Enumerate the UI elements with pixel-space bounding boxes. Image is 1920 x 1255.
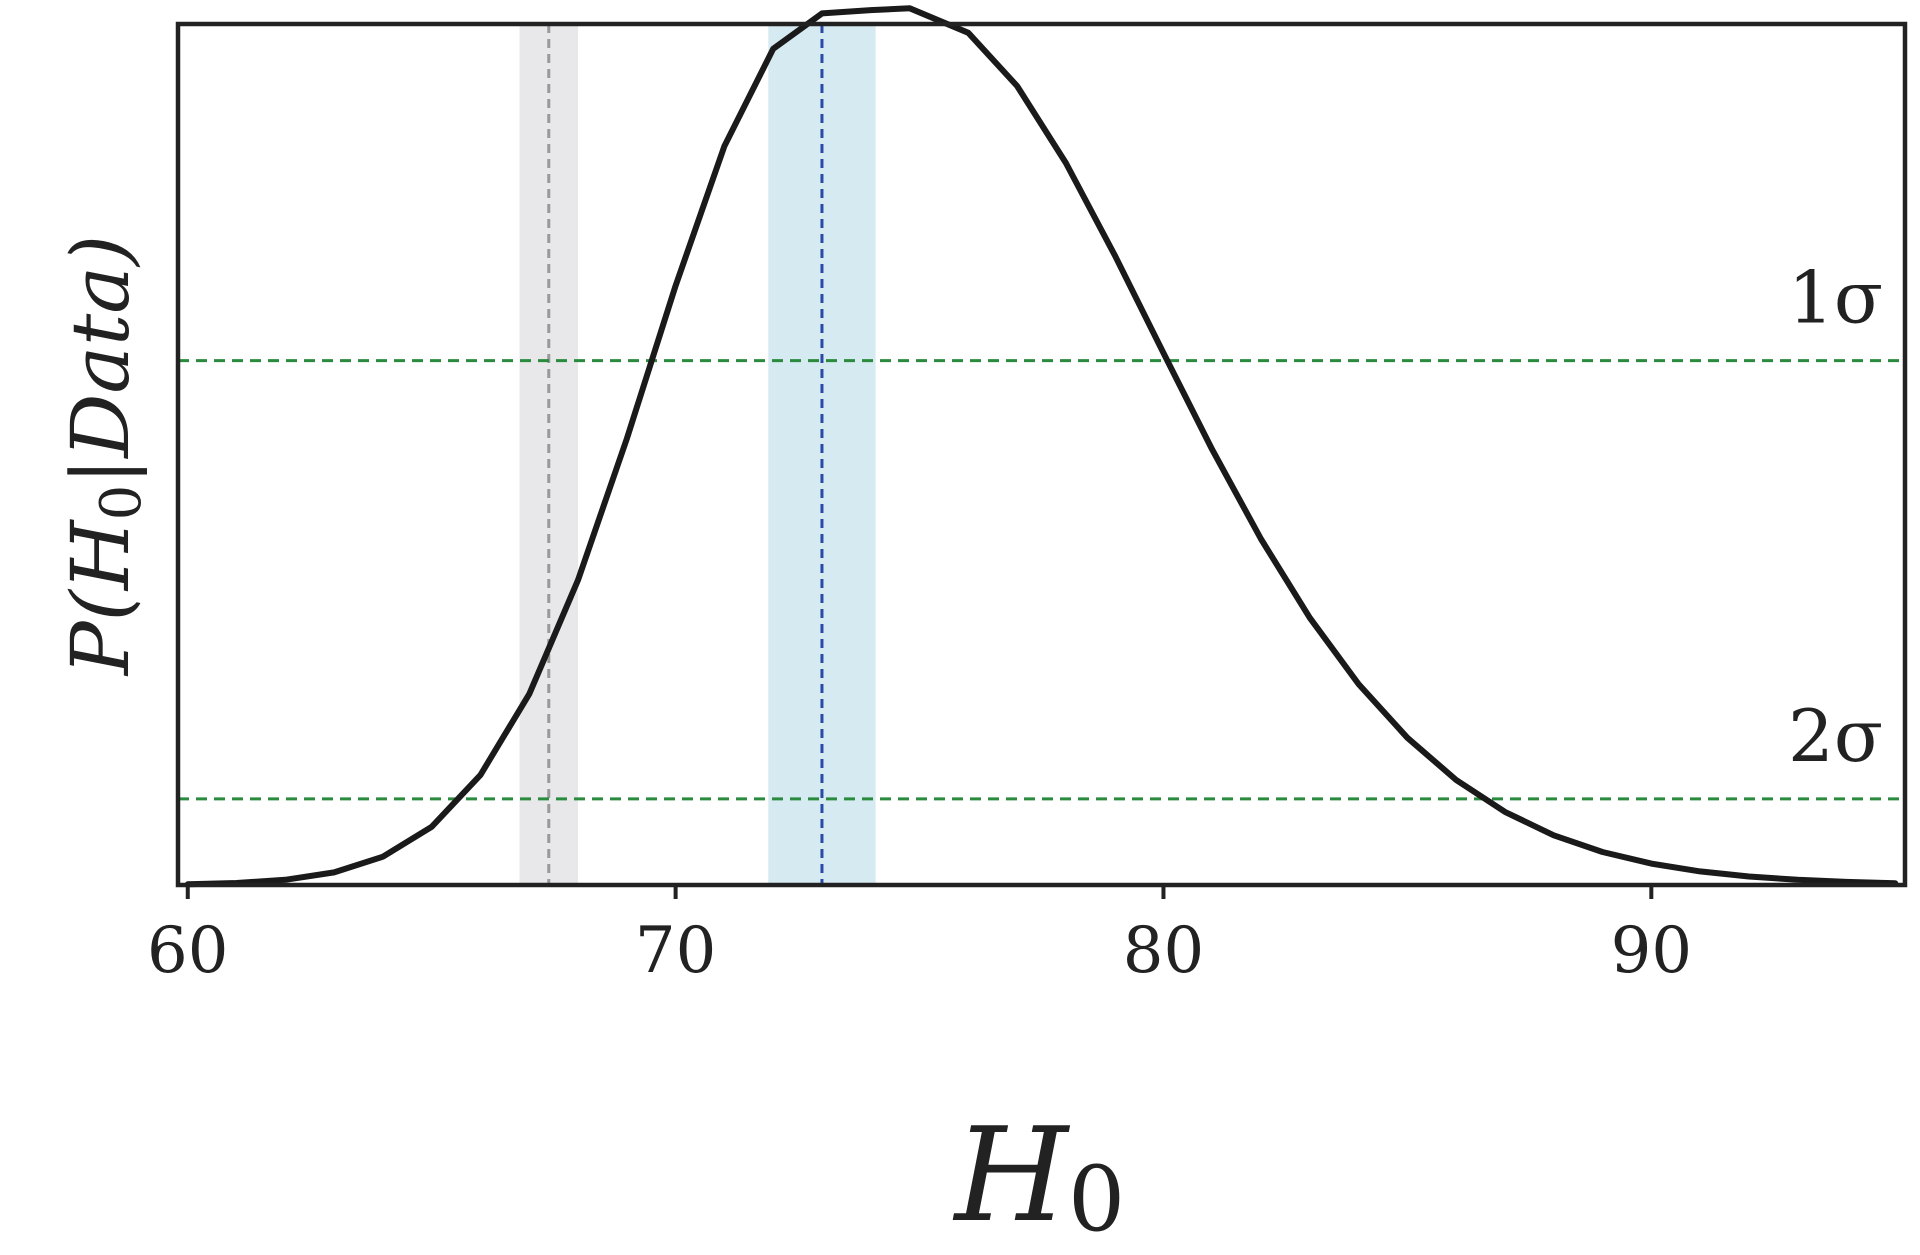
- band-right: [768, 24, 876, 885]
- y-axis-title: P(H0|Data): [54, 235, 154, 677]
- x-tick-label-60: 60: [147, 914, 228, 988]
- reference-bands: [519, 24, 876, 885]
- x-tick-label-80: 80: [1123, 914, 1204, 988]
- posterior-curve: [184, 5, 1899, 888]
- sigma-label-1: 1σ: [1788, 256, 1883, 340]
- sigma-lines: 1σ 2σ: [178, 256, 1905, 801]
- x-tick-label-70: 70: [635, 914, 716, 988]
- sigma-label-2: 2σ: [1788, 694, 1883, 778]
- posterior-curve-group: [184, 5, 1899, 888]
- x-axis-title: H0: [953, 1099, 1126, 1252]
- x-tick-label-90: 90: [1611, 914, 1692, 988]
- plot-frame: [175, 21, 1908, 888]
- svg-text:P(H0|Data): P(H0|Data): [54, 235, 154, 677]
- x-ticks: 60 70 80 90: [147, 885, 1692, 988]
- band-left: [519, 24, 579, 885]
